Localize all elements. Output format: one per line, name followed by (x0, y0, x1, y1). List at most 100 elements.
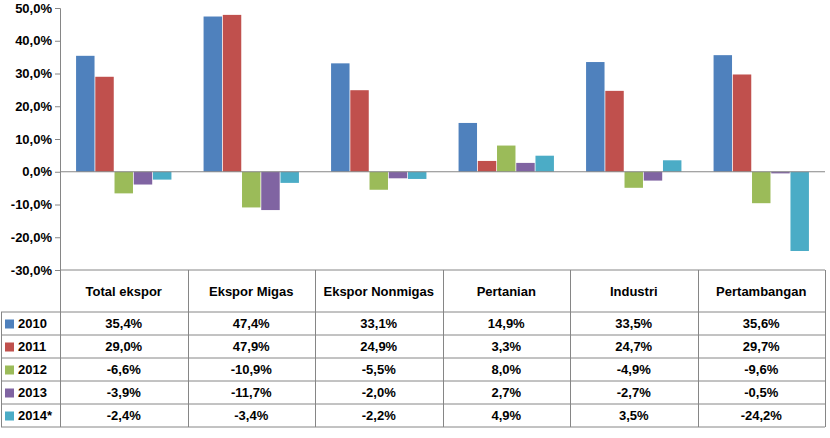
bar (790, 172, 808, 251)
table-value: 35,4% (105, 316, 142, 331)
bar (516, 163, 534, 172)
y-tick: 20,0% (15, 99, 60, 114)
table-border (443, 270, 444, 427)
bars (76, 15, 809, 251)
table-border (1, 381, 825, 382)
legend-label: 2010 (18, 316, 47, 331)
y-axis: -30,0% -20,0% -10,0% 0,0% 10,0% 20,0% 30,0% 40,… (11, 1, 61, 278)
table-value: 14,9% (488, 316, 525, 331)
table-value: -10,9% (231, 362, 273, 377)
legend-label: 2011 (18, 339, 46, 354)
table-border (1, 358, 825, 359)
y-tick: 50,0% (15, 1, 60, 16)
y-tick-mark (55, 106, 60, 107)
table-value: -2,0% (362, 385, 396, 400)
table-value: -9,6% (744, 362, 778, 377)
table-border (1, 312, 2, 427)
bar (733, 74, 751, 171)
table-value: 47,9% (233, 339, 270, 354)
table-value: 29,0% (105, 339, 142, 354)
table-value: -3,4% (234, 408, 268, 423)
bar (714, 55, 732, 172)
table-value: -24,2% (741, 408, 783, 423)
table-border (1, 312, 825, 313)
table-value: 29,7% (743, 339, 780, 354)
table-value: -4,9% (617, 362, 651, 377)
table-value: -3,9% (107, 385, 141, 400)
y-tick-label: -10,0% (11, 197, 53, 212)
table-value: 3,3% (491, 339, 521, 354)
legend-swatch (5, 343, 14, 352)
y-tick: 10,0% (15, 132, 60, 147)
bar (204, 17, 222, 172)
y-tick-mark (55, 74, 60, 75)
y-tick-mark (55, 41, 60, 42)
bar (153, 172, 171, 180)
table-value: 4,9% (491, 408, 521, 423)
table-border (60, 270, 825, 271)
table-border (188, 270, 189, 427)
category-label: Ekspor Nonmigas (323, 284, 434, 299)
y-tick-label: 10,0% (15, 132, 52, 147)
table-value: -0,5% (744, 385, 778, 400)
bar (389, 172, 407, 179)
bar (280, 172, 298, 183)
table-value: 24,9% (360, 339, 397, 354)
y-tick-mark (55, 139, 60, 140)
data-table: Total ekspor Ekspor Migas Ekspor Nonmigas P… (1, 270, 826, 427)
table-value: -11,7% (231, 385, 272, 400)
table-value: 35,6% (743, 316, 780, 331)
table-value: 47,4% (233, 316, 270, 331)
legend-label: 2012 (18, 362, 47, 377)
y-tick-mark (55, 270, 60, 271)
table-border (315, 270, 316, 427)
table-value: 33,5% (615, 316, 652, 331)
bar (408, 172, 426, 179)
table-border (1, 427, 825, 428)
y-tick-label: -20,0% (11, 230, 53, 245)
table-border (570, 270, 571, 427)
table-value: 2,7% (491, 385, 521, 400)
category-label: Industri (610, 284, 658, 299)
bar (76, 56, 94, 172)
table-border (698, 270, 699, 427)
legend-swatch (5, 389, 14, 398)
table-value: 24,7% (615, 339, 652, 354)
table-value: -5,5% (362, 362, 396, 377)
bar (331, 63, 349, 171)
table-value: 33,1% (360, 316, 397, 331)
table-border (825, 270, 826, 427)
y-tick-label: 0,0% (22, 164, 52, 179)
bar (459, 123, 477, 172)
bar (752, 172, 770, 203)
bar (535, 156, 553, 172)
bar (663, 160, 681, 171)
y-tick-label: 20,0% (15, 99, 52, 114)
y-tick-label: 30,0% (15, 66, 52, 81)
bar (478, 161, 496, 172)
bar (95, 77, 113, 172)
table-value: 3,5% (619, 408, 649, 423)
table-border (1, 404, 825, 405)
bar (586, 62, 604, 172)
y-tick: -20,0% (11, 230, 60, 245)
bar (497, 146, 515, 172)
chart: -30,0% -20,0% -10,0% 0,0% 10,0% 20,0% 30,0% 40,… (0, 0, 830, 438)
y-tick: 30,0% (15, 66, 60, 81)
table-value: -2,7% (617, 385, 651, 400)
category-label: Pertanian (477, 284, 536, 299)
y-tick: -30,0% (11, 263, 60, 278)
y-tick-mark (55, 237, 60, 238)
table-value: -6,6% (107, 362, 141, 377)
category-label: Ekspor Migas (209, 284, 294, 299)
y-tick: 0,0% (22, 164, 60, 179)
baseline (60, 171, 825, 172)
category-label: Total ekspor (86, 284, 162, 299)
bar (115, 172, 133, 194)
y-tick-mark (55, 8, 60, 9)
table-border (1, 335, 825, 336)
bar (605, 91, 623, 172)
bar (242, 172, 260, 208)
bar (261, 172, 279, 210)
y-tick-label: 40,0% (15, 33, 52, 48)
